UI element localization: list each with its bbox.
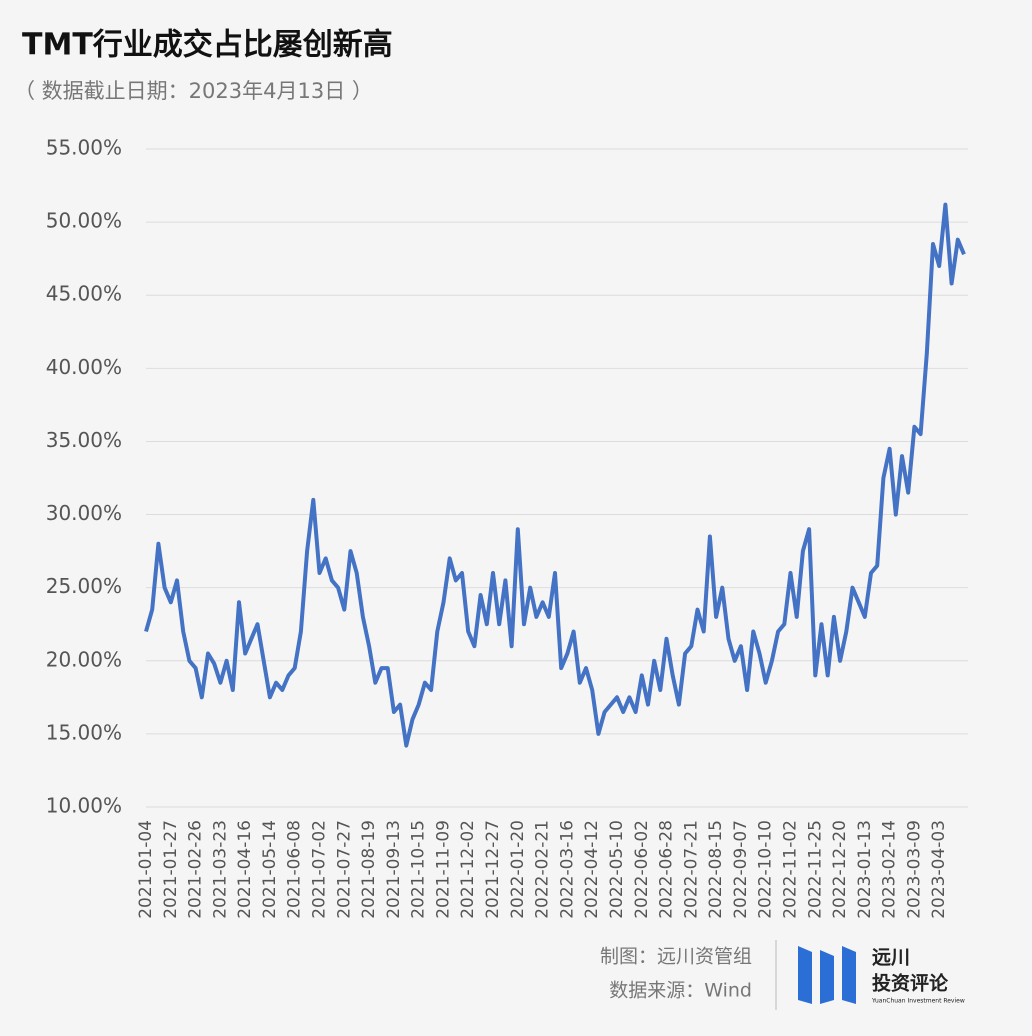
x-tick-label: 2021-05-14 (260, 820, 280, 919)
x-tick-label: 2021-07-02 (310, 820, 330, 919)
y-tick-label: 10.00% (46, 794, 122, 818)
chart-subtitle: （ 数据截止日期：2023年4月13日 ） (14, 79, 373, 103)
y-tick-label: 15.00% (46, 720, 122, 744)
x-tick-label: 2022-08-15 (706, 820, 726, 919)
data-line (144, 202, 966, 748)
logo-icon (798, 946, 856, 1004)
x-tick-label: 2021-01-04 (136, 820, 156, 919)
x-tick-label: 2022-09-07 (731, 820, 751, 919)
x-tick-label: 2022-06-28 (657, 820, 677, 919)
y-tick-label: 50.00% (46, 209, 122, 233)
x-tick-label: 2021-02-26 (186, 820, 206, 919)
y-tick-label: 45.00% (46, 282, 122, 306)
source: 数据来源：Wind (609, 980, 752, 1002)
x-tick-label: 2021-10-15 (409, 820, 429, 919)
x-tick-label: 2021-08-19 (359, 820, 379, 919)
x-tick-label: 2021-03-23 (210, 820, 230, 919)
x-tick-label: 2023-01-13 (855, 820, 875, 919)
x-tick-label: 2022-11-25 (805, 820, 825, 919)
y-tick-label: 25.00% (46, 574, 122, 598)
x-tick-label: 2022-04-12 (582, 820, 602, 919)
logo-sub: 投资评论 (872, 972, 949, 995)
x-tick-label: 2022-10-10 (756, 820, 776, 919)
x-tick-label: 2022-06-02 (632, 820, 652, 919)
y-tick-label: 30.00% (46, 501, 122, 525)
x-tick-label: 2022-05-10 (607, 820, 627, 919)
logo-en: YuanChuan Investment Review (871, 998, 965, 1005)
x-tick-label: 2023-03-09 (904, 820, 924, 919)
x-tick-label: 2021-12-27 (483, 820, 503, 919)
x-tick-label: 2021-12-02 (458, 820, 478, 919)
y-tick-label: 20.00% (46, 647, 122, 671)
x-tick-label: 2022-07-21 (681, 820, 701, 919)
y-tick-label: 35.00% (46, 428, 122, 452)
x-tick-label: 2021-09-13 (384, 820, 404, 919)
chart-title: TMT行业成交占比屡创新高 (22, 28, 393, 63)
x-tick-label: 2022-11-02 (780, 820, 800, 919)
logo-name: 远川 (872, 947, 910, 969)
x-tick-label: 2022-03-16 (557, 820, 577, 919)
y-tick-label: 40.00% (46, 355, 122, 379)
x-tick-label: 2023-02-14 (880, 820, 900, 919)
x-tick-label: 2021-06-08 (285, 820, 305, 919)
x-tick-label: 2021-11-09 (433, 820, 453, 919)
credit: 制图：远川资管组 (600, 946, 752, 968)
x-tick-label: 2021-04-16 (235, 820, 255, 919)
x-tick-label: 2021-01-27 (161, 820, 181, 919)
x-tick-label: 2022-12-20 (830, 820, 850, 919)
y-tick-label: 55.00% (46, 136, 122, 160)
x-tick-label: 2022-02-21 (533, 820, 553, 919)
x-tick-label: 2022-01-20 (508, 820, 528, 919)
x-tick-label: 2021-07-27 (334, 820, 354, 919)
x-tick-label: 2023-04-03 (929, 820, 949, 919)
